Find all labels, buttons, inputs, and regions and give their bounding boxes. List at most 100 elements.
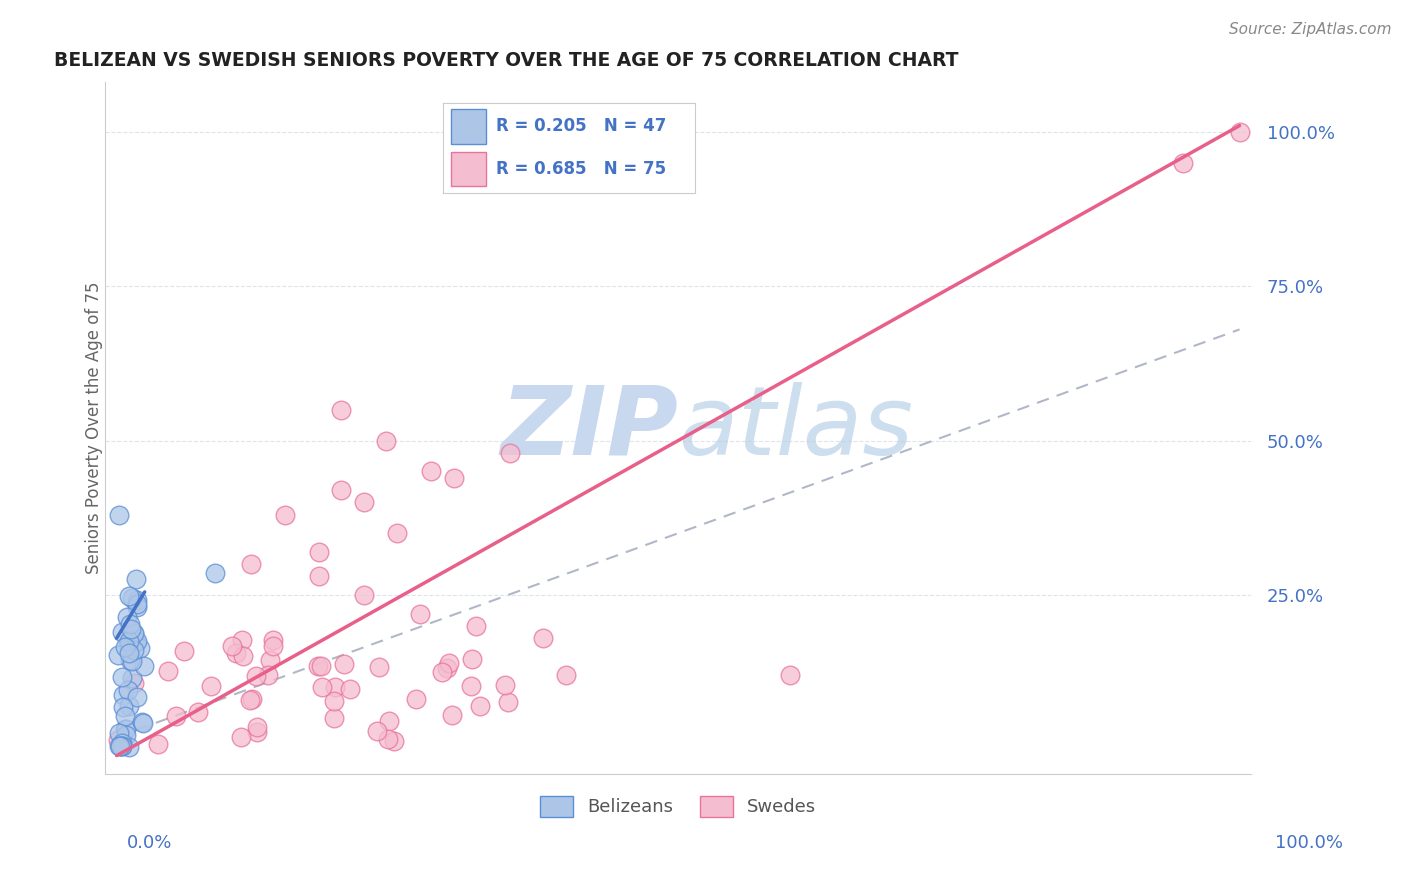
Point [353,495,375,509]
Point [262,633,284,648]
Point [111,688,134,702]
Point [409,607,432,621]
Point [117,636,139,650]
Point [339,681,361,696]
Point [120,617,142,632]
Point [107,733,129,747]
Point [439,656,461,670]
Point [308,545,330,559]
Point [204,566,226,581]
Text: ZIP: ZIP [501,382,678,475]
Point [323,710,346,724]
Point [165,709,187,723]
Text: 100.0%: 100.0% [1275,834,1343,852]
Point [118,638,141,652]
Point [262,640,284,654]
Text: Source: ZipAtlas.com: Source: ZipAtlas.com [1229,22,1392,37]
Point [221,640,243,654]
Point [488,174,510,188]
Point [108,726,131,740]
Point [114,709,136,723]
Legend: Belizeans, Swedes: Belizeans, Swedes [533,789,824,824]
Point [125,634,148,648]
Point [122,625,145,640]
Point [443,470,465,484]
Point [125,634,148,648]
Point [117,739,139,754]
Point [257,668,280,682]
Point [110,624,132,639]
Point [122,675,145,690]
Point [531,632,554,646]
Point [367,660,389,674]
Point [114,723,136,737]
Point [111,736,134,750]
Point [245,720,267,734]
Point [322,694,344,708]
Point [494,678,516,692]
Text: atlas: atlas [678,382,912,475]
Point [460,679,482,693]
Point [554,668,576,682]
Point [274,508,297,522]
Point [125,597,148,611]
Point [118,634,141,648]
Point [120,622,142,636]
Point [112,700,135,714]
Point [353,588,375,602]
Point [157,664,180,678]
Point [239,693,262,707]
Point [111,670,134,684]
Point [382,733,405,747]
Point [107,648,129,662]
Point [114,728,136,742]
Point [187,705,209,719]
Point [121,654,143,668]
Point [129,641,152,656]
Point [120,652,142,666]
Point [115,722,138,736]
Point [311,680,333,694]
Point [200,679,222,693]
Point [117,699,139,714]
Text: 0.0%: 0.0% [127,834,172,852]
Point [333,657,356,672]
Point [496,695,519,709]
Point [245,668,267,682]
Point [259,653,281,667]
Point [127,690,149,704]
Text: BELIZEAN VS SWEDISH SENIORS POVERTY OVER THE AGE OF 75 CORRELATION CHART: BELIZEAN VS SWEDISH SENIORS POVERTY OVER… [53,51,959,70]
Point [127,599,149,614]
Point [121,671,143,685]
Point [387,526,409,541]
Point [173,643,195,657]
Point [117,683,139,698]
Point [111,739,134,754]
Point [432,665,454,679]
Point [309,659,332,673]
Point [131,714,153,729]
Point [134,659,156,673]
Point [231,730,253,744]
Point [779,668,801,682]
Point [246,724,269,739]
Point [240,691,263,706]
Point [125,592,148,607]
Point [330,402,353,417]
Point [366,723,388,738]
Point [108,739,131,754]
Point [461,652,484,666]
Point [231,633,253,648]
Point [132,715,155,730]
Point [108,739,131,754]
Point [225,646,247,660]
Point [377,732,399,747]
Point [111,739,134,754]
Point [108,508,131,522]
Point [1173,155,1195,169]
Point [308,569,330,583]
Point [465,619,488,633]
Point [441,708,464,723]
Point [323,680,346,694]
Point [125,572,148,586]
